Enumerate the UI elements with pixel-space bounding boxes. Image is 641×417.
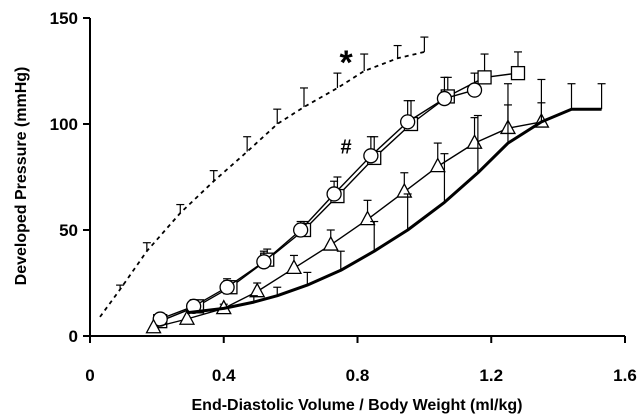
series-line xyxy=(186,107,602,315)
data-point-circle xyxy=(219,279,235,295)
series-line xyxy=(159,89,475,320)
series-solid-bold xyxy=(186,78,606,315)
data-point-triangle xyxy=(178,309,196,325)
x-tick-label: 0.8 xyxy=(346,366,370,385)
y-tick-label: 0 xyxy=(69,327,78,346)
data-point-triangle xyxy=(359,210,376,226)
series-dashed xyxy=(99,36,429,318)
data-point-circle xyxy=(363,148,379,164)
data-point-circle xyxy=(466,82,483,98)
x-tick-label: 1.2 xyxy=(479,366,503,385)
y-axis-title: Developed Pressure (mmHg) xyxy=(13,67,30,286)
annotation-asterisk: * xyxy=(339,44,353,82)
x-tick-label: 0.4 xyxy=(212,366,236,385)
data-point-circle xyxy=(293,222,309,238)
y-tick-label: 50 xyxy=(59,221,78,240)
data-point-triangle xyxy=(466,133,483,149)
data-point-triangle xyxy=(285,258,303,275)
data-point-triangle xyxy=(322,235,339,251)
x-tick-label: 0 xyxy=(85,366,94,385)
data-point-triangle xyxy=(249,282,266,298)
data-point-triangle xyxy=(145,318,162,334)
annotations: *# xyxy=(339,44,353,158)
data-point-triangle xyxy=(396,182,413,198)
x-axis-title: End-Diastolic Volume / Body Weight (ml/k… xyxy=(192,397,523,414)
series-line xyxy=(99,51,425,318)
y-tick-label: 100 xyxy=(50,115,78,134)
data-point-circle xyxy=(326,186,342,202)
y-tick-label: 150 xyxy=(50,9,78,28)
data-point-square xyxy=(477,70,492,85)
data-point-triangle xyxy=(429,157,446,173)
data-point-circle xyxy=(400,114,416,130)
data-point-circle xyxy=(436,90,453,107)
data-point-circle xyxy=(256,254,272,270)
x-tick-label: 1.6 xyxy=(613,366,637,385)
annotation-hash: # xyxy=(341,136,352,158)
series-circle xyxy=(152,72,483,327)
axes: 0 50 100 150 0 0.4 0.8 1.2 1.6 xyxy=(50,9,637,385)
series-layer xyxy=(99,36,606,334)
data-point-square xyxy=(510,65,526,81)
